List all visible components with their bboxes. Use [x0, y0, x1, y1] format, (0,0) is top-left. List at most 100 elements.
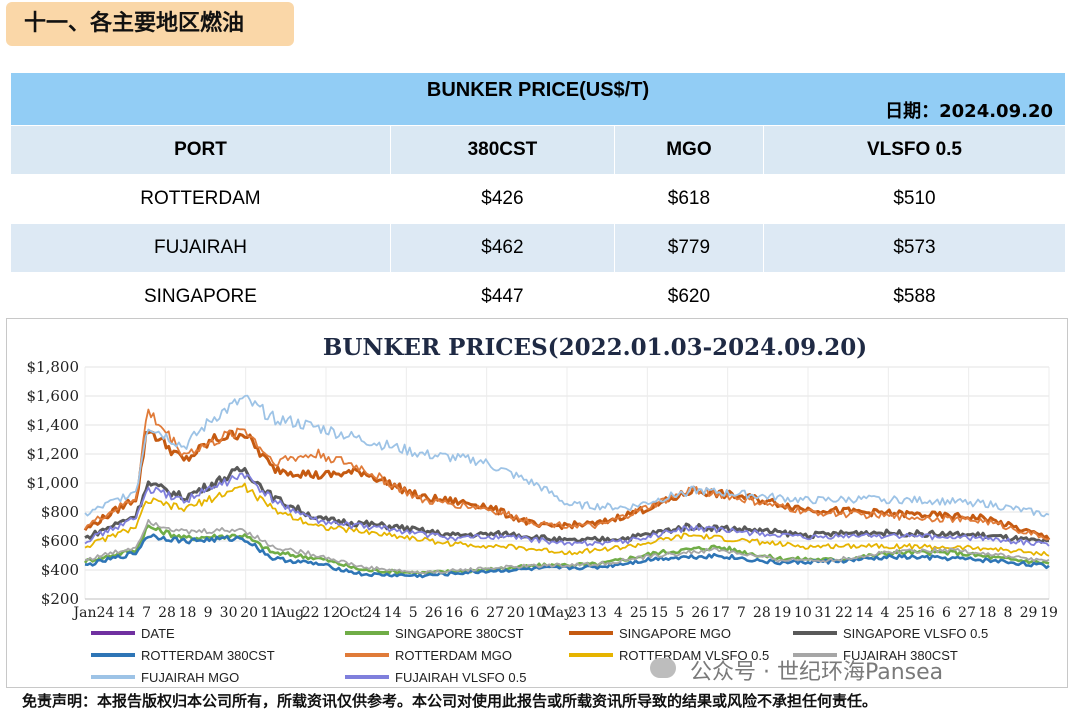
x-tick-label: 25 — [897, 605, 915, 621]
x-tick-label: 19 — [773, 605, 791, 621]
x-tick-label: 7 — [737, 605, 746, 621]
x-tick-label: 5 — [675, 605, 684, 621]
x-tick-label: 24 — [97, 605, 115, 621]
bunker-price-table: BUNKER PRICE(US$/T) 日期：2024.09.20 PORT 3… — [10, 72, 1067, 322]
y-tick-label: $800 — [41, 503, 79, 521]
column-header-port: PORT — [10, 125, 391, 175]
x-tick-label: 22 — [835, 605, 853, 621]
column-header-mgo: MGO — [613, 125, 764, 175]
x-tick-label: May — [541, 605, 572, 621]
legend-label: DATE — [141, 626, 175, 641]
price-cell: $447 — [389, 272, 615, 322]
y-tick-label: $1,000 — [27, 474, 80, 492]
x-tick-label: 14 — [855, 605, 873, 621]
x-tick-label: 29 — [1020, 605, 1038, 621]
x-tick-label: 7 — [142, 605, 151, 621]
chart-title: BUNKER PRICES(2022.01.03-2024.09.20) — [323, 334, 867, 361]
x-tick-label: 20 — [507, 605, 525, 621]
x-tick-label: 31 — [814, 605, 832, 621]
x-tick-label: 18 — [979, 605, 997, 621]
legend-label: SINGAPORE 380CST — [395, 626, 524, 641]
x-tick-label: Oct — [339, 605, 364, 621]
x-tick-label: 19 — [1040, 605, 1058, 621]
chart-legend: DATE SINGAPORE 380CST SINGAPORE MGO SINGAPO… — [91, 626, 988, 685]
chart-series — [83, 394, 1051, 579]
price-cell: $573 — [762, 223, 1067, 273]
watermark-text: 公众号 · 世纪环海Pansea — [690, 660, 944, 685]
x-tick-label: 4 — [614, 605, 623, 621]
column-header-380cst: 380CST — [389, 125, 615, 175]
x-tick-label: 22 — [302, 605, 320, 621]
x-tick-label: 6 — [470, 605, 479, 621]
series-line — [84, 394, 1050, 518]
legend-label: SINGAPORE VLSFO 0.5 — [843, 626, 988, 641]
port-cell: FUJAIRAH — [10, 223, 391, 273]
x-tick-label: 17 — [712, 605, 730, 621]
chart-svg: BUNKER PRICES(2022.01.03-2024.09.20) $20… — [27, 334, 1058, 685]
x-tick-label: Jan — [72, 605, 97, 621]
table-caption: BUNKER PRICE(US$/T) 日期：2024.09.20 — [10, 72, 1066, 126]
x-tick-label: 6 — [942, 605, 951, 621]
port-cell: SINGAPORE — [10, 272, 391, 322]
y-tick-label: $400 — [41, 561, 79, 579]
x-tick-label: Aug — [275, 605, 304, 621]
legend-label: FUJAIRAH 380CST — [843, 648, 958, 663]
y-tick-label: $1,800 — [27, 358, 80, 376]
port-cell: ROTTERDAM — [10, 174, 391, 224]
price-cell: $426 — [389, 174, 615, 224]
series-line — [84, 472, 1050, 547]
y-tick-label: $1,200 — [27, 445, 80, 463]
x-tick-label: 13 — [589, 605, 607, 621]
legend-label: ROTTERDAM 380CST — [141, 648, 275, 663]
price-cell: $779 — [613, 223, 764, 273]
x-tick-label: 26 — [691, 605, 709, 621]
x-tick-label: 25 — [630, 605, 648, 621]
price-cell: $620 — [613, 272, 764, 322]
series-line — [83, 429, 1051, 541]
disclaimer: 免责声明：本报告版权归本公司所有，所载资讯仅供参考。本公司对使用此报告或所载资讯… — [22, 692, 878, 710]
y-tick-label: $200 — [41, 590, 79, 608]
x-tick-label: 30 — [220, 605, 238, 621]
section-title: 十一、各主要地区燃油 — [6, 2, 294, 46]
x-tick-label: 18 — [179, 605, 197, 621]
x-tick-label: 14 — [384, 605, 402, 621]
bunker-price-chart: BUNKER PRICES(2022.01.03-2024.09.20) $20… — [6, 318, 1068, 688]
table-title: BUNKER PRICE(US$/T) — [426, 79, 650, 101]
x-tick-label: 11 — [261, 605, 279, 621]
x-tick-label: 16 — [917, 605, 935, 621]
x-tick-label: 12 — [322, 605, 340, 621]
x-tick-label: 28 — [753, 605, 771, 621]
x-tick-label: 16 — [445, 605, 463, 621]
table-date: 日期：2024.09.20 — [885, 101, 1053, 122]
x-tick-label: 5 — [409, 605, 418, 621]
legend-label: ROTTERDAM MGO — [395, 648, 512, 663]
y-axis-ticks: $200 $400 $600 $800 $1,000 $1,200 $1,400 $1,600… — [27, 358, 80, 608]
series-line — [84, 519, 1050, 575]
price-cell: $588 — [762, 272, 1067, 322]
x-tick-label: 26 — [425, 605, 443, 621]
wechat-icon — [650, 658, 676, 678]
price-cell: $618 — [613, 174, 764, 224]
y-tick-label: $1,600 — [27, 387, 80, 405]
x-tick-label: 27 — [486, 605, 504, 621]
x-tick-label: 10 — [794, 605, 812, 621]
x-tick-label: 4 — [880, 605, 889, 621]
watermark: 公众号 · 世纪环海Pansea — [650, 654, 944, 686]
table-row: FUJAIRAH $462 $779 $573 — [10, 223, 1067, 273]
table-row: SINGAPORE $447 $620 $588 — [10, 272, 1067, 322]
y-tick-label: $600 — [41, 532, 79, 550]
table-row: ROTTERDAM $426 $618 $510 — [10, 174, 1067, 224]
legend-label: FUJAIRAH VLSFO 0.5 — [395, 670, 526, 685]
series-line — [84, 533, 1050, 579]
x-tick-label: 8 — [1004, 605, 1013, 621]
x-tick-label: 20 — [240, 605, 258, 621]
x-tick-label: 23 — [568, 605, 586, 621]
x-tick-label: 27 — [958, 605, 976, 621]
column-header-vlsfo: VLSFO 0.5 — [762, 125, 1067, 175]
series-line — [84, 466, 1050, 544]
x-tick-label: 9 — [204, 605, 213, 621]
x-tick-label: 24 — [363, 605, 381, 621]
series-line — [84, 482, 1050, 557]
x-tick-label: 10 — [527, 605, 545, 621]
